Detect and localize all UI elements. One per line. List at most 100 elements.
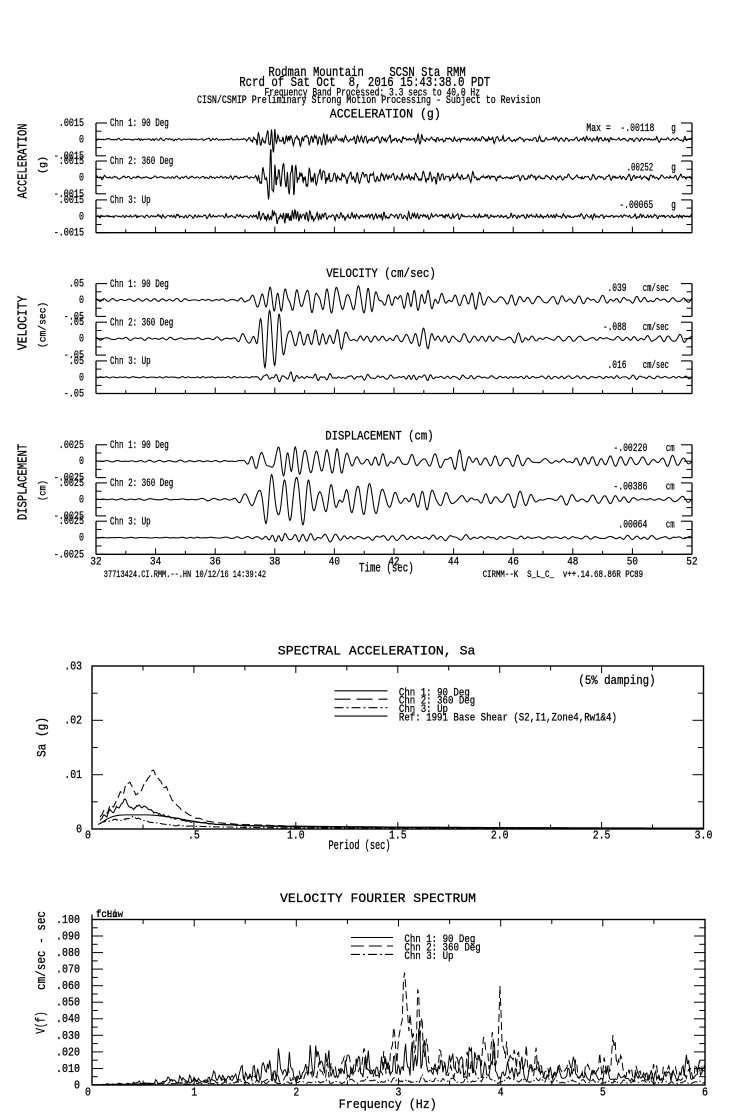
svg-text:50: 50	[627, 557, 638, 569]
svg-text:.00252: .00252	[627, 162, 654, 174]
svg-text:0: 0	[76, 822, 82, 836]
svg-text:-.0015: -.0015	[54, 151, 84, 163]
svg-text:.060: .060	[56, 979, 80, 993]
svg-text:.020: .020	[56, 1045, 80, 1059]
svg-text:-.0025: -.0025	[54, 473, 84, 485]
svg-text:fcHi: fcHi	[96, 909, 118, 921]
svg-text:CIRMM--K S_L_C_ v++.14.68.86: CIRMM--K S_L_C_ v++.14.68.86R PC89	[483, 570, 643, 581]
svg-text:40: 40	[329, 557, 340, 569]
svg-text:SPECTRAL ACCELERATION, Sa: SPECTRAL ACCELERATION, Sa	[278, 644, 476, 659]
svg-text:Rcrd of Sat Oct 8, 2016 15:43: Rcrd of Sat Oct 8, 2016 15:43:38.0 PDT	[239, 75, 490, 91]
svg-text:Chn 1: 90 Deg: Chn 1: 90 Deg	[110, 440, 169, 452]
svg-text:3: 3	[396, 1086, 402, 1100]
svg-text:44: 44	[448, 557, 460, 569]
svg-text:-.0025: -.0025	[54, 549, 84, 561]
svg-text:1: 1	[191, 1086, 197, 1100]
svg-text:.016: .016	[608, 360, 627, 372]
svg-text:-.05: -.05	[64, 311, 84, 323]
svg-text:g: g	[671, 123, 676, 135]
svg-text:.040: .040	[56, 1012, 80, 1026]
svg-text:.0025: .0025	[59, 478, 84, 490]
svg-text:DISPLACEMENT: DISPLACEMENT	[16, 444, 32, 521]
svg-text:Chn 3: Up: Chn 3: Up	[399, 704, 448, 716]
svg-text:6: 6	[702, 1086, 708, 1100]
svg-text:Chn 3: Up: Chn 3: Up	[110, 195, 151, 207]
svg-text:0: 0	[79, 134, 84, 146]
svg-text:0: 0	[79, 372, 84, 384]
svg-text:cm/sec - sec: cm/sec - sec	[34, 911, 49, 990]
svg-text:(5% damping): (5% damping)	[578, 674, 655, 688]
svg-text:Frequency (Hz): Frequency (Hz)	[339, 1098, 437, 1112]
svg-text:0: 0	[79, 533, 84, 545]
svg-text:.010: .010	[56, 1062, 80, 1076]
svg-text:5: 5	[600, 1086, 606, 1100]
svg-text:0: 0	[79, 172, 84, 184]
svg-text:.090: .090	[56, 929, 80, 943]
svg-text:0: 0	[85, 829, 91, 843]
svg-text:.00064: .00064	[618, 520, 647, 532]
svg-text:32: 32	[90, 557, 101, 569]
svg-text:0: 0	[74, 1078, 80, 1092]
svg-text:ACCELERATION: ACCELERATION	[16, 123, 32, 198]
svg-text:Max = -.00118: Max = -.00118	[586, 123, 654, 135]
svg-text:.03: .03	[64, 659, 82, 673]
svg-text:2: 2	[293, 1086, 299, 1100]
svg-text:Chn 2: 360 Deg: Chn 2: 360 Deg	[399, 696, 475, 708]
svg-text:cm: cm	[666, 481, 675, 493]
svg-text:Chn 1: 90 Deg: Chn 1: 90 Deg	[110, 118, 169, 130]
svg-text:Chn 2: 360 Deg: Chn 2: 360 Deg	[110, 317, 173, 329]
svg-text:(cm): (cm)	[38, 480, 50, 501]
svg-text:(cm/sec): (cm/sec)	[38, 302, 50, 348]
svg-text:37713424.CI.RMM.--.HN 10/12/16: 37713424.CI.RMM.--.HN 10/12/16 14:39:42	[104, 569, 266, 581]
svg-text:DISPLACEMENT (cm): DISPLACEMENT (cm)	[325, 429, 434, 444]
svg-text:g: g	[671, 200, 676, 212]
svg-text:.100: .100	[56, 913, 80, 927]
svg-text:.0025: .0025	[59, 516, 84, 528]
svg-text:.080: .080	[56, 946, 80, 960]
svg-text:52: 52	[686, 557, 697, 569]
svg-text:cm: cm	[666, 520, 675, 532]
svg-text:0: 0	[79, 494, 84, 506]
svg-text:-.0025: -.0025	[54, 511, 84, 523]
svg-text:-.00386: -.00386	[613, 481, 647, 493]
svg-text:Chn 3: Up: Chn 3: Up	[110, 356, 151, 368]
svg-text:cm/sec: cm/sec	[643, 360, 669, 372]
svg-text:0: 0	[79, 211, 84, 223]
svg-text:.0015: .0015	[59, 195, 84, 207]
svg-text:ACCELERATION (g): ACCELERATION (g)	[330, 107, 441, 122]
svg-text:38: 38	[269, 557, 280, 569]
svg-text:34: 34	[150, 557, 162, 569]
svg-text:-.0015: -.0015	[54, 189, 84, 201]
svg-text:.5: .5	[188, 829, 200, 843]
svg-text:fcLow: fcLow	[96, 909, 123, 921]
svg-text:CISN/CSMIP Preliminary Strong: CISN/CSMIP Preliminary Strong Motion Pro…	[197, 95, 541, 107]
svg-text:-.05: -.05	[64, 389, 84, 401]
svg-text:.02: .02	[64, 714, 82, 728]
svg-text:.0015: .0015	[59, 118, 84, 130]
svg-text:48: 48	[567, 557, 578, 569]
svg-text:Chn 1: 90 Deg: Chn 1: 90 Deg	[399, 687, 470, 699]
svg-text:cm/sec: cm/sec	[643, 283, 669, 295]
svg-text:42: 42	[388, 557, 399, 569]
svg-text:36: 36	[210, 557, 221, 569]
svg-text:4: 4	[498, 1086, 504, 1100]
svg-text:VELOCITY FOURIER SPECTRUM: VELOCITY FOURIER SPECTRUM	[280, 891, 476, 906]
svg-text:Period (sec): Period (sec)	[329, 839, 391, 853]
svg-text:.05: .05	[69, 279, 84, 291]
svg-text:3.0: 3.0	[695, 829, 713, 843]
svg-text:(g): (g)	[38, 156, 50, 174]
svg-text:.01: .01	[64, 768, 82, 782]
svg-text:Chn 2: 360 Deg: Chn 2: 360 Deg	[110, 156, 173, 168]
svg-text:0: 0	[79, 295, 84, 307]
svg-text:0: 0	[79, 456, 84, 468]
svg-text:.030: .030	[56, 1029, 80, 1043]
svg-text:.05: .05	[69, 317, 84, 329]
svg-text:-.0015: -.0015	[54, 228, 84, 240]
svg-text:cm/sec: cm/sec	[643, 322, 669, 334]
svg-text:.05: .05	[69, 356, 84, 368]
svg-text:-.088: -.088	[603, 322, 627, 334]
svg-text:VELOCITY (cm/sec): VELOCITY (cm/sec)	[326, 266, 436, 281]
svg-text:Frequency Band Processed: 3.3: Frequency Band Processed: 3.3 secs to 40…	[265, 88, 481, 100]
svg-text:Ref: 1991 Base Shear (S2,I1,Zo: Ref: 1991 Base Shear (S2,I1,Zone4,Rw1&4)	[399, 713, 617, 725]
svg-text:Sa (g): Sa (g)	[35, 717, 50, 757]
